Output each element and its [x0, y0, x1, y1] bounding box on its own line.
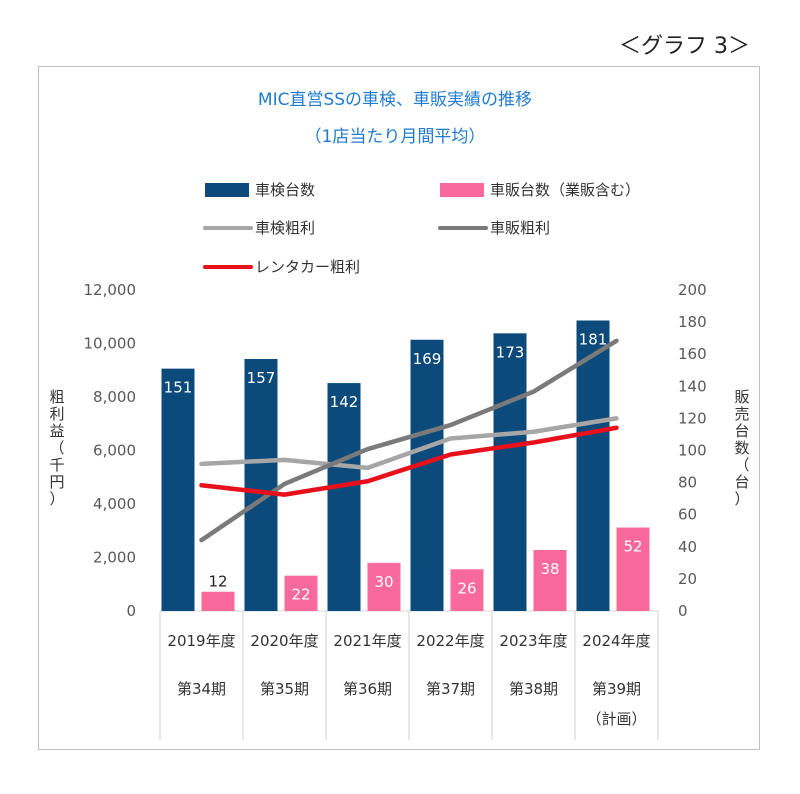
bars: 151 157 142 169 173 181 12 22 30 26 38 52: [161, 320, 650, 611]
legend-label-3: 車検粗利: [255, 219, 315, 237]
right-axis-title: 販売台数（台）: [734, 388, 749, 508]
inspection-count-bar: [493, 333, 527, 611]
sales-count-bar: [533, 550, 567, 611]
right-tick-label: 120: [678, 409, 707, 427]
right-tick-label: 200: [678, 281, 707, 299]
legend-label-4: 車販粗利: [490, 219, 550, 237]
axes: 0 2,000 4,000 6,000 8,000 10,000 12,000 0 20 40 60…: [49, 281, 749, 620]
left-tick-label: 4,000: [93, 495, 136, 513]
bar-data-label: 26: [457, 579, 476, 597]
bar-data-label: 12: [208, 573, 227, 591]
bar-data-label: 181: [579, 330, 608, 348]
category-label: 2019年度: [167, 632, 235, 650]
bar-data-label: 38: [540, 560, 559, 578]
inspection-count-bar: [410, 339, 444, 611]
right-tick-label: 180: [678, 313, 707, 331]
category-sublabel: 第37期: [426, 680, 475, 698]
left-tick-label: 12,000: [84, 281, 137, 299]
inspection-count-bar: [161, 368, 195, 611]
legend-label-2: 車販台数（業販含む）: [490, 181, 640, 199]
rental-profit-line: [199, 425, 619, 497]
sales-count-bar: [450, 569, 484, 611]
legend-label-5: レンタカー粗利: [255, 258, 360, 276]
left-tick-label: 6,000: [93, 442, 136, 460]
right-tick-label: 40: [678, 538, 697, 556]
lines: [199, 338, 619, 543]
legend-label-1: 車検台数: [255, 181, 315, 199]
left-tick-label: 2,000: [93, 549, 136, 567]
inspection-count-bar: [244, 359, 278, 611]
category-sublabel: （計画）: [586, 710, 646, 728]
right-tick-label: 80: [678, 474, 697, 492]
category-label: 2023年度: [499, 632, 567, 650]
right-tick-label: 160: [678, 345, 707, 363]
legend-swatch-2: [440, 183, 484, 197]
bar-data-label: 52: [623, 538, 642, 556]
left-tick-label: 10,000: [84, 335, 137, 353]
bar-data-label: 151: [164, 379, 193, 397]
category-sublabel: 第34期: [177, 680, 226, 698]
left-axis-title: 粗利益（千円）: [49, 388, 64, 508]
left-tick-label: 8,000: [93, 388, 136, 406]
bar-data-label: 157: [247, 369, 276, 387]
inspection-profit-line: [199, 416, 619, 471]
legend-swatch-1: [205, 183, 249, 197]
bar-data-label: 30: [374, 573, 393, 591]
chart-frame: [38, 66, 760, 750]
right-tick-label: 20: [678, 570, 697, 588]
right-tick-label: 60: [678, 506, 697, 524]
right-tick-label: 0: [678, 602, 688, 620]
right-tick-label: 100: [678, 442, 707, 460]
inspection-count-bar: [327, 383, 361, 611]
category-label: 2020年度: [250, 632, 318, 650]
category-sublabel: 第39期: [592, 680, 641, 698]
inspection-count-bar: [576, 320, 610, 611]
category-label: 2022年度: [416, 632, 484, 650]
sales-count-bar: [616, 527, 650, 611]
sales-count-bar: [284, 575, 318, 611]
category-label: 2021年度: [333, 632, 401, 650]
chart-title: MIC直営SSの車検、車販実績の推移: [258, 90, 532, 110]
graph-caption: ＜グラフ 3＞: [619, 34, 750, 59]
bar-data-label: 142: [330, 393, 359, 411]
category-sublabel: 第35期: [260, 680, 309, 698]
bar-data-label: 173: [496, 343, 525, 361]
category-sublabel: 第38期: [509, 680, 558, 698]
bar-data-label: 22: [291, 586, 310, 604]
sales-count-bar: [201, 591, 235, 611]
left-tick-label: 0: [126, 602, 136, 620]
bar-data-label: 169: [413, 350, 442, 368]
right-tick-label: 140: [678, 377, 707, 395]
sales-count-bar: [367, 562, 401, 611]
chart-subtitle: （1店当たり月間平均）: [305, 127, 486, 147]
category-sublabel: 第36期: [343, 680, 392, 698]
category-label: 2024年度: [582, 632, 650, 650]
